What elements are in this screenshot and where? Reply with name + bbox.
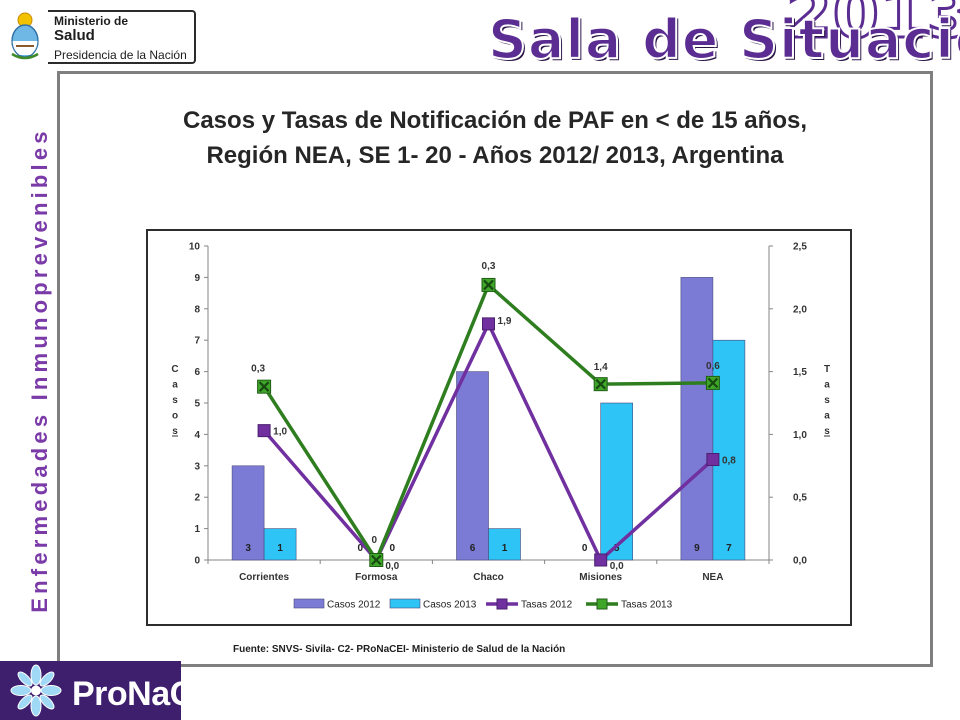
x-tick-label: Chaco bbox=[473, 572, 504, 583]
line-value-label: 0,6 bbox=[706, 361, 720, 372]
bar-2012 bbox=[456, 371, 489, 561]
sala-de-situacion-banner: 2013 Sala de Situación bbox=[486, 0, 960, 75]
legend-swatch bbox=[389, 598, 421, 609]
y-tick-label-left: 0 bbox=[194, 556, 200, 567]
y-tick-label-left: 9 bbox=[194, 273, 200, 284]
y-axis-title-left: C bbox=[171, 364, 178, 375]
bar-value-label: 6 bbox=[470, 543, 476, 554]
y-tick-label-left: 10 bbox=[189, 242, 201, 253]
y-tick-label-right: 2,5 bbox=[793, 242, 807, 253]
bar-value-label: 1 bbox=[277, 543, 283, 554]
y-tick-label-right: 2,0 bbox=[793, 304, 807, 315]
line-value-label: 0,0 bbox=[610, 561, 624, 572]
y-tick-label-right: 0,0 bbox=[793, 556, 807, 567]
bar-value-label: 0 bbox=[582, 543, 588, 554]
y-tick-label-left: 1 bbox=[194, 524, 200, 535]
y-axis-title-left: o bbox=[172, 411, 178, 422]
x-tick-label: Corrientes bbox=[239, 572, 289, 583]
y-axis-title-right: a bbox=[824, 411, 830, 422]
x-tick-label: Misiones bbox=[579, 572, 622, 583]
legend-label: Casos 2012 bbox=[327, 600, 381, 611]
chart-title: Casos y Tasas de Notificación de PAF en … bbox=[183, 107, 807, 169]
bar-2013 bbox=[712, 339, 746, 561]
pronacei-logo: ProNaCEI bbox=[0, 661, 225, 720]
y-axis-title-right: a bbox=[824, 380, 830, 391]
y-tick-label-left: 5 bbox=[194, 399, 200, 410]
line-value-label: 0 bbox=[372, 535, 378, 546]
x-tick-label: Formosa bbox=[355, 572, 398, 583]
y-axis-title-right: T bbox=[824, 364, 830, 375]
marker-tasas-2012 bbox=[594, 553, 608, 567]
national-seal-icon bbox=[11, 12, 39, 60]
y-tick-label-left: 8 bbox=[194, 304, 200, 315]
bar-2013 bbox=[488, 528, 521, 561]
y-tick-label-left: 6 bbox=[194, 367, 200, 378]
marker-tasas-2012 bbox=[706, 453, 720, 467]
line-value-label: 0,0 bbox=[385, 561, 399, 572]
y-tick-label-right: 1,5 bbox=[793, 367, 807, 378]
bar-2013 bbox=[263, 528, 297, 561]
line-value-label: 0,3 bbox=[482, 261, 496, 272]
source-note: Fuente: SNVS- Sivila- C2- PRoNaCEI- Mini… bbox=[233, 644, 566, 655]
ministry-logo: Ministerio de Salud Presidencia de la Na… bbox=[8, 8, 196, 66]
y-axis-title-left: s bbox=[172, 395, 178, 406]
chart-area: 0 1 2 3 4 5 6 7 8 9 10 0,0 0,5 1,0 1,5 2,0 2,5 Corrientes… bbox=[146, 229, 852, 626]
y-axis-title-left: a bbox=[172, 380, 178, 391]
y-tick-label-left: 7 bbox=[194, 336, 200, 347]
bar-value-label: 0 bbox=[390, 543, 396, 554]
ministry-name-box: Ministerio de Salud Presidencia de la Na… bbox=[48, 10, 196, 64]
banner-word: Sala de Situación bbox=[487, 7, 960, 72]
line-value-label: 1,0 bbox=[273, 427, 287, 438]
line-value-label: 1,9 bbox=[498, 316, 512, 327]
marker-tasas-2013-x bbox=[595, 378, 606, 390]
bar-value-label: 0 bbox=[358, 543, 364, 554]
legend-label: Tasas 2012 bbox=[521, 600, 573, 611]
legend-swatch-marker bbox=[596, 598, 608, 610]
chart-svg: 0123456789100,00,51,01,52,02,5Corrientes… bbox=[171, 242, 830, 611]
y-tick-label-left: 3 bbox=[194, 461, 200, 472]
banner-year: 2013 bbox=[785, 0, 960, 55]
bar-2012 bbox=[680, 277, 714, 561]
marker-tasas-2012 bbox=[482, 317, 495, 331]
y-tick-label-left: 2 bbox=[194, 493, 200, 504]
bar-value-label: 1 bbox=[502, 543, 508, 554]
bar-value-label: 3 bbox=[245, 543, 251, 554]
marker-tasas-2013-x bbox=[483, 279, 494, 291]
legend-label: Tasas 2013 bbox=[621, 600, 673, 611]
side-label: Enfermedades Inmunoprevenibles bbox=[27, 127, 52, 613]
y-axis-title-right: s bbox=[824, 395, 830, 406]
bar-value-label: 9 bbox=[694, 543, 700, 554]
marker-tasas-2013-x bbox=[371, 554, 382, 566]
bar-2012 bbox=[231, 465, 265, 561]
legend-swatch bbox=[293, 598, 325, 609]
line-value-label: 1,4 bbox=[594, 362, 608, 373]
legend-swatch-marker bbox=[496, 598, 508, 610]
ministry-line-3: Presidencia de la Nación bbox=[54, 48, 187, 62]
line-value-label: 0,8 bbox=[722, 456, 736, 467]
bar-value-label: 7 bbox=[726, 543, 732, 554]
y-tick-label-left: 4 bbox=[194, 430, 200, 441]
x-tick-label: NEA bbox=[702, 572, 723, 583]
y-axis-title-right: s bbox=[824, 426, 830, 437]
y-tick-label-right: 1,0 bbox=[793, 430, 807, 441]
marker-tasas-2013-x bbox=[258, 381, 270, 392]
legend-label: Casos 2013 bbox=[423, 600, 477, 611]
ministry-line-2: Salud bbox=[54, 27, 95, 44]
y-axis-title-left: s bbox=[172, 426, 178, 437]
slide-frame bbox=[57, 71, 933, 667]
pronacei-flower-icon bbox=[10, 664, 62, 717]
line-value-label: 0,3 bbox=[251, 364, 265, 375]
marker-tasas-2013-x bbox=[707, 377, 719, 389]
bar-value-label: 5 bbox=[614, 543, 620, 554]
marker-tasas-2012 bbox=[257, 424, 271, 438]
ministry-line-1: Ministerio de bbox=[54, 14, 129, 28]
pronacei-text: ProNaCEI bbox=[72, 675, 225, 713]
y-tick-label-right: 0,5 bbox=[793, 493, 807, 504]
